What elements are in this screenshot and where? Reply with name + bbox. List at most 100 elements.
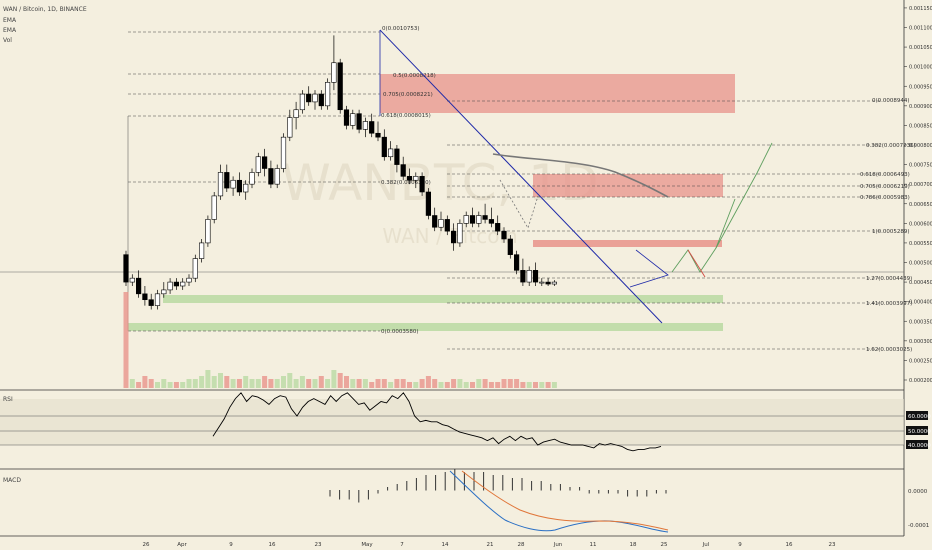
candle-body [406, 176, 413, 181]
volume-bar [192, 379, 198, 388]
candle-body [539, 281, 545, 284]
candle-body [161, 289, 167, 295]
volume-bar [432, 379, 438, 388]
candle-body [217, 172, 224, 197]
time-tick-label: 23 [315, 542, 322, 548]
candle-body [243, 183, 249, 193]
volume-bar [274, 379, 280, 388]
fib-label: 1.27(0.0004439) [866, 276, 912, 282]
time-tick-label: Apr [177, 542, 187, 548]
candle-body [230, 179, 236, 189]
time-tick-label: 16 [786, 542, 793, 548]
candle-body [356, 113, 362, 130]
volume-bar [451, 379, 457, 388]
volume-bar [331, 370, 337, 388]
candle-body [394, 148, 400, 165]
time-tick-label: Jul [702, 542, 710, 548]
candle-body [224, 172, 230, 189]
volume-bar [293, 379, 299, 388]
volume-bar [476, 379, 482, 388]
volume-bar [388, 382, 394, 388]
volume-bar [180, 382, 186, 388]
volume-bar [123, 292, 129, 388]
candle-body [501, 230, 507, 240]
rsi-band [0, 399, 904, 445]
candle-body [488, 219, 495, 224]
macd-histogram [329, 469, 667, 503]
wedge-pattern [629, 249, 669, 288]
volume-bar [425, 376, 431, 388]
volume-bar [356, 379, 362, 388]
volume-bar [350, 379, 356, 388]
candle-body [173, 281, 180, 287]
volume-bar [325, 379, 331, 388]
candle-body [476, 215, 482, 224]
volume-bar [186, 379, 192, 388]
volume-bar [545, 382, 551, 388]
candle-body [337, 62, 343, 111]
resistance-zone-upper [380, 74, 735, 113]
svg-text:40.0000: 40.0000 [908, 443, 931, 449]
volume-bar [337, 373, 343, 388]
candle-body [545, 281, 551, 285]
fib-label: 0(0.0010753) [382, 26, 420, 32]
candle-body [387, 148, 394, 158]
volume-bar [142, 376, 148, 388]
candle-body [350, 113, 356, 126]
volume-bar [167, 382, 173, 388]
candle-body [513, 254, 520, 271]
volume-bar [520, 382, 526, 388]
time-tick-label: 14 [442, 542, 449, 548]
candle-body [129, 277, 135, 283]
macd-label: MACD [3, 477, 21, 484]
candle-body [299, 93, 306, 111]
volume-bar [413, 382, 419, 388]
candles [123, 35, 557, 310]
candle-body [362, 121, 369, 130]
time-axis: 26 Apr 9 16 23 May 7 14 21 28 Jun 11 18 25 Jul 9 16 23 [143, 542, 836, 548]
macd-tick: -0.0001 [908, 523, 929, 529]
time-tick-label: 18 [630, 542, 637, 548]
time-tick-label: 11 [590, 542, 597, 548]
volume-bar [419, 379, 425, 388]
volume-bar [457, 379, 463, 388]
fib-label: 0.5(0.0008218) [393, 73, 436, 79]
fib-label: 1.62(0.0003025) [866, 347, 912, 353]
candle-body [419, 176, 425, 193]
candle-body [444, 219, 450, 232]
volume-bar [507, 379, 513, 388]
projection-arrows [671, 142, 773, 278]
candle-body [186, 277, 192, 283]
volume-bar [482, 379, 488, 388]
time-tick-label: 25 [661, 542, 668, 548]
candle-body [520, 270, 526, 283]
fib-label: 0(0.0003580) [381, 329, 419, 335]
candle-body [268, 168, 274, 185]
volume-bar [262, 376, 268, 388]
svg-text:50.0000: 50.0000 [908, 429, 931, 435]
fib-label: 0.705(0.0006219) [860, 184, 910, 190]
volume-bars [123, 292, 557, 388]
candle-body [463, 215, 469, 224]
support-zone-lower [128, 323, 723, 331]
candle-body [495, 223, 501, 232]
volume-bar [312, 379, 318, 388]
flag-pattern [499, 179, 539, 229]
candle-body [532, 270, 539, 283]
volume-bar [375, 379, 381, 388]
fib-label: 0(0.0008944) [872, 98, 910, 104]
candle-body [343, 109, 350, 126]
volume-bar [551, 382, 557, 388]
volume-bar [495, 382, 501, 388]
candle-body [413, 176, 419, 181]
time-tick-label: May [361, 542, 373, 548]
